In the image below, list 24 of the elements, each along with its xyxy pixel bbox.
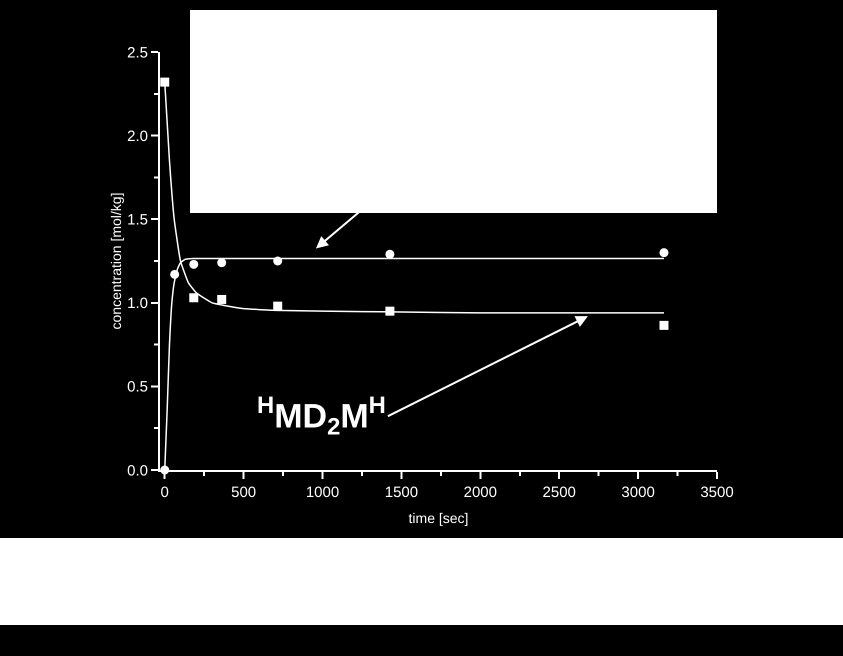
x-tick-label: 0: [160, 484, 169, 501]
y-tick-label: 1.5: [127, 211, 148, 228]
x-tick-label: 1500: [384, 484, 418, 501]
x-tick-label: 500: [231, 484, 256, 501]
x-tick-label: 3000: [621, 484, 655, 501]
y-tick-label: 2.5: [127, 44, 148, 62]
x-tick-label: 3500: [700, 484, 734, 501]
point: [217, 258, 226, 268]
point: [217, 294, 226, 304]
x-tick-label: 2000: [464, 484, 497, 501]
x-tick-label: 2500: [542, 484, 576, 501]
y-axis-title: concentration [mol/kg]: [108, 192, 124, 330]
point: [189, 293, 198, 302]
point: [659, 248, 668, 258]
point: [160, 78, 170, 87]
point: [189, 260, 198, 269]
x-axis-title: time [sec]: [408, 510, 468, 526]
annotation: $^{H}$MD$_{2}$M$^{H}$: [257, 392, 386, 440]
y-tick-label: 2.0: [127, 128, 148, 145]
y-tick-label: 0.5: [127, 378, 148, 396]
y-tick-label: 0.0: [127, 462, 148, 480]
point: [659, 320, 668, 330]
y-tick-label: 1.0: [127, 295, 148, 312]
x-tick-label: 1000: [306, 484, 340, 501]
